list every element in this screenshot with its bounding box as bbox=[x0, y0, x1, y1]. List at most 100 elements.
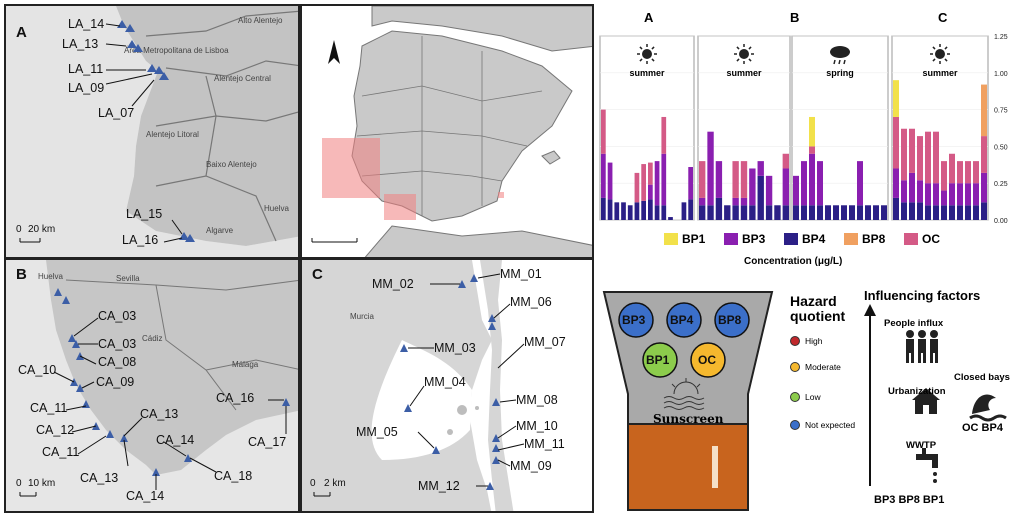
region-box-c bbox=[498, 192, 504, 198]
bar-segment-bp4 bbox=[641, 200, 646, 220]
bar-segment-bp4 bbox=[841, 205, 847, 220]
bar-segment-bp4 bbox=[893, 197, 899, 220]
bar-segment-bp3 bbox=[699, 197, 706, 206]
faucet-icon bbox=[916, 448, 938, 483]
bar-segment-bp3 bbox=[607, 162, 613, 200]
region-box-a bbox=[322, 138, 380, 198]
bar-segment-bp4 bbox=[707, 205, 714, 220]
bar-segment-bp3 bbox=[801, 161, 807, 206]
influencing-graphic bbox=[864, 304, 1007, 486]
chart-panel-frame bbox=[599, 35, 695, 221]
site-label: LA_13 bbox=[62, 37, 99, 51]
bar-segment-bp3 bbox=[732, 197, 739, 206]
bar-segment-bp4 bbox=[661, 205, 667, 220]
site-label: LA_16 bbox=[122, 233, 159, 247]
map-a-markers bbox=[19, 20, 195, 243]
bar-segment-bp3 bbox=[901, 180, 907, 203]
site-label: MM_10 bbox=[516, 419, 558, 433]
bar-segment-bp8 bbox=[981, 84, 987, 137]
site-label: LA_14 bbox=[68, 17, 105, 31]
bar-segment-bp4 bbox=[933, 205, 939, 220]
bar-segment-bp4 bbox=[965, 205, 971, 220]
bar-segment-bp3 bbox=[909, 172, 915, 203]
site-label: CA_11 bbox=[42, 445, 80, 459]
site-label: LA_15 bbox=[126, 207, 163, 221]
season-label: summer bbox=[726, 68, 762, 78]
region-label: Huelva bbox=[38, 272, 63, 281]
bar-segment-bp4 bbox=[801, 205, 807, 220]
bar-segment-bp3 bbox=[941, 190, 947, 206]
bar-segment-bp4 bbox=[699, 205, 706, 220]
concentration-chart: A B C summer summer spring summer 0.00 0.25 0.… bbox=[594, 4, 1020, 274]
bar-segment-oc bbox=[949, 153, 955, 184]
site-label: MM_02 bbox=[372, 277, 414, 291]
north-arrow-icon bbox=[328, 40, 340, 64]
bar-segment-bp4 bbox=[740, 205, 748, 220]
bar-segment-bp4 bbox=[909, 202, 915, 220]
bar-segment-bp4 bbox=[601, 197, 606, 220]
bar-segment-bp4 bbox=[925, 205, 931, 220]
bar-segment-bp3 bbox=[601, 153, 606, 198]
bar-segment-bp3 bbox=[765, 175, 773, 206]
map-a-land bbox=[6, 6, 298, 257]
legend-item-bp8: BP8 bbox=[844, 232, 885, 246]
season-label: summer bbox=[922, 68, 958, 78]
bar-segment-bp4 bbox=[782, 205, 789, 220]
status-dot-icon bbox=[790, 336, 800, 346]
rain-icon bbox=[830, 46, 850, 65]
bar-segment-bp3 bbox=[740, 197, 748, 206]
site-label: MM_07 bbox=[524, 335, 566, 349]
bar-segment-bp3 bbox=[707, 131, 714, 206]
bar-segment-oc bbox=[965, 161, 971, 184]
y-tick-label: 0.00 bbox=[994, 218, 1008, 225]
sunscreen-cap-bp1: BP1 bbox=[646, 353, 670, 367]
bar-segment-bp3 bbox=[949, 183, 955, 206]
bar-segment-oc bbox=[641, 164, 646, 201]
chart-xlabel: Concentration (μg/L) bbox=[744, 256, 843, 267]
bar-segment-bp3 bbox=[661, 153, 667, 206]
bar-segment-bp4 bbox=[825, 205, 831, 220]
chart-group-label: A bbox=[644, 10, 654, 25]
bar-segment-bp4 bbox=[881, 205, 887, 220]
map-c-label: C bbox=[312, 266, 323, 283]
sunscreen-bottle bbox=[602, 291, 774, 511]
bar-segment-bp3 bbox=[933, 183, 939, 206]
bar-segment-oc bbox=[957, 161, 963, 184]
arrow-up-icon bbox=[864, 304, 876, 316]
bar-segment-bp4 bbox=[749, 205, 756, 220]
bar-segment-bp4 bbox=[774, 205, 781, 220]
site-label: MM_03 bbox=[434, 341, 476, 355]
site-label: MM_04 bbox=[424, 375, 466, 389]
bar-segment-bp4 bbox=[793, 205, 799, 220]
legend-item-bp4: BP4 bbox=[784, 232, 825, 246]
map-panel-a: A Alto Alentejo Área Metropolitana de Li… bbox=[4, 4, 300, 259]
bar-segment-bp4 bbox=[621, 202, 626, 220]
y-tick-label: 0.25 bbox=[994, 181, 1008, 188]
sunscreen-cap-oc: OC bbox=[698, 353, 716, 367]
site-label: CA_13 bbox=[80, 471, 119, 485]
sun-icon bbox=[734, 44, 754, 64]
bar-segment-bp4 bbox=[957, 205, 963, 220]
site-label: CA_10 bbox=[18, 363, 57, 377]
site-label: CA_03 bbox=[98, 337, 137, 351]
bar-segment-bp4 bbox=[688, 199, 693, 220]
bar-segment-bp3 bbox=[688, 167, 693, 200]
bar-segment-bp4 bbox=[724, 205, 731, 220]
bar-segment-oc bbox=[601, 109, 606, 154]
bar-segment-bp4 bbox=[873, 205, 879, 220]
bar-segment-oc bbox=[648, 162, 653, 185]
scale-label: 10 km bbox=[28, 478, 56, 489]
bar-segment-bp4 bbox=[941, 205, 947, 220]
bar-segment-bp3 bbox=[957, 183, 963, 206]
bar-segment-bp4 bbox=[648, 199, 653, 220]
region-label: Algarve bbox=[206, 226, 234, 235]
wwtp-label: WWTP bbox=[906, 440, 937, 451]
influencing-title: Influencing factors bbox=[864, 288, 981, 303]
scale-zero: 0 bbox=[16, 224, 22, 235]
sun-icon bbox=[637, 44, 657, 64]
y-tick-label: 1.25 bbox=[994, 34, 1008, 41]
bar-segment-oc bbox=[973, 161, 979, 184]
bar-segment-oc bbox=[809, 146, 815, 154]
season-label: spring bbox=[826, 68, 854, 78]
site-label: CA_13 bbox=[140, 407, 179, 421]
